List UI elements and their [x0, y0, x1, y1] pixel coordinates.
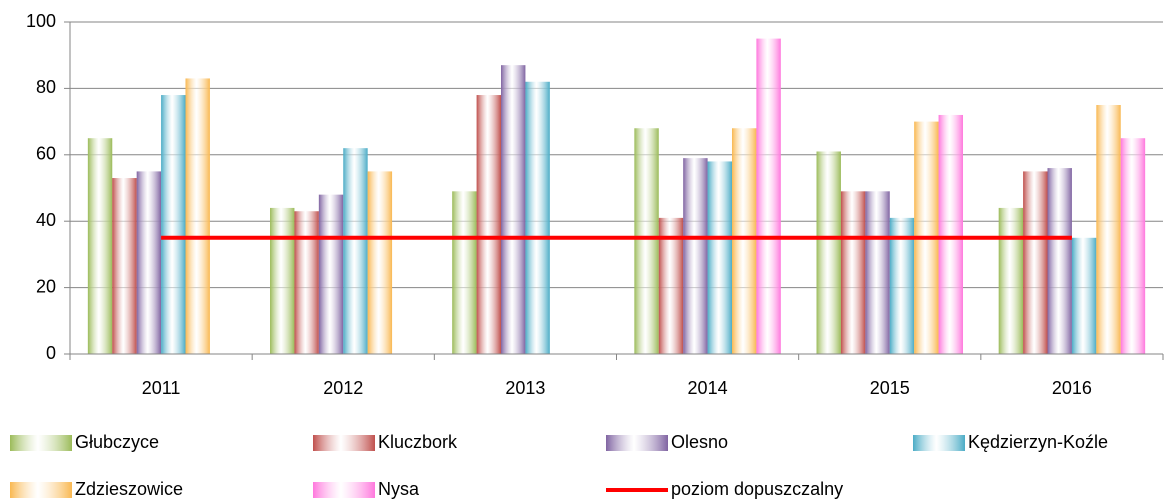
bar — [185, 78, 210, 354]
bar — [731, 128, 757, 354]
x-tick-label: 2016 — [1052, 378, 1092, 398]
bar — [343, 148, 368, 354]
y-tick-label: 60 — [36, 144, 56, 164]
legend-label: poziom dopuszczalny — [671, 479, 843, 499]
bar — [294, 211, 319, 354]
bar — [683, 158, 708, 354]
bar — [1071, 237, 1097, 354]
bar — [87, 138, 113, 354]
y-tick-label: 80 — [36, 77, 56, 97]
x-tick-label: 2012 — [323, 378, 363, 398]
legend-swatch — [313, 435, 375, 451]
bar — [658, 217, 684, 354]
bar — [501, 65, 526, 354]
bar — [1047, 168, 1072, 354]
bar — [476, 95, 502, 354]
y-tick-label: 20 — [36, 276, 56, 296]
x-tick-label: 2011 — [142, 378, 181, 398]
x-tick-label: 2014 — [688, 378, 728, 398]
legend-label: Głubczyce — [75, 432, 159, 452]
bar — [840, 191, 866, 354]
bar — [1120, 138, 1146, 354]
bar — [1023, 171, 1048, 354]
x-tick-label: 2013 — [505, 378, 545, 398]
bar — [865, 191, 890, 354]
bar — [1096, 105, 1121, 354]
legend-label: Kluczbork — [378, 432, 458, 452]
bar — [816, 151, 841, 354]
legend-swatch — [606, 435, 668, 451]
legend-swatch — [313, 482, 375, 498]
bar — [998, 207, 1024, 354]
bar — [318, 194, 344, 354]
bar — [270, 207, 295, 354]
bar — [452, 191, 477, 354]
bar — [367, 171, 393, 354]
bar — [112, 178, 137, 354]
bar — [634, 128, 659, 354]
legend-swatch — [10, 482, 72, 498]
legend-label: Nysa — [378, 479, 420, 499]
bar — [938, 114, 963, 355]
bar — [136, 171, 162, 354]
bar — [756, 38, 781, 354]
legend-swatch — [913, 435, 965, 451]
y-tick-label: 0 — [46, 343, 56, 363]
bar — [161, 95, 186, 354]
x-tick-label: 2015 — [870, 378, 910, 398]
bar — [889, 217, 915, 354]
legend-label: Zdzieszowice — [75, 479, 183, 499]
legend-label: Kędzierzyn-Koźle — [968, 432, 1108, 452]
bar — [707, 161, 732, 354]
legend-swatch — [10, 435, 72, 451]
y-tick-label: 100 — [26, 11, 56, 31]
bar — [525, 81, 550, 354]
legend-label: Olesno — [671, 432, 728, 452]
y-tick-label: 40 — [36, 210, 56, 230]
